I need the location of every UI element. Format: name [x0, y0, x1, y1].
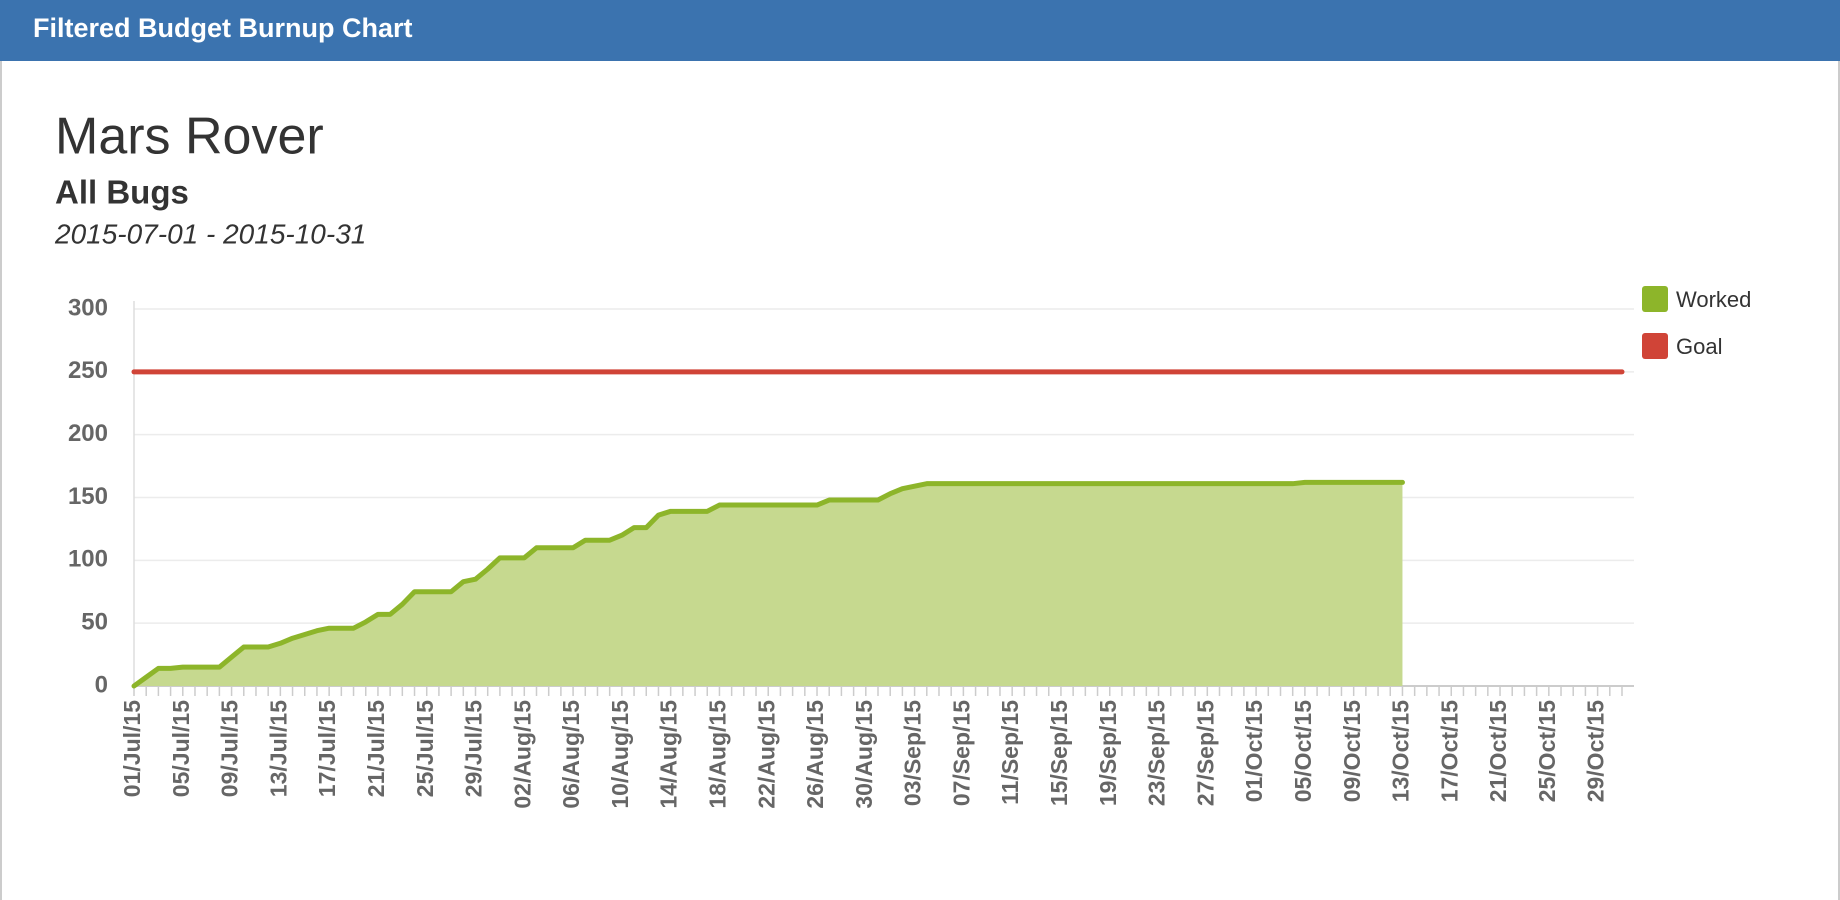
x-tick-label: 17/Oct/15: [1436, 700, 1462, 802]
x-tick-label: 01/Oct/15: [1241, 700, 1267, 802]
y-tick-label: 0: [95, 671, 108, 698]
x-tick-label: 23/Sep/15: [1144, 700, 1170, 806]
x-tick-label: 26/Aug/15: [802, 700, 828, 809]
x-tick-label: 02/Aug/15: [509, 700, 535, 809]
x-tick-label: 05/Oct/15: [1290, 700, 1316, 802]
legend-label: Goal: [1676, 334, 1722, 359]
x-tick-label: 13/Jul/15: [265, 700, 291, 797]
x-tick-label: 09/Jul/15: [217, 700, 243, 797]
y-tick-label: 200: [68, 420, 108, 447]
x-tick-label: 11/Sep/15: [997, 700, 1023, 805]
y-tick-label: 150: [68, 483, 108, 510]
x-tick-label: 17/Jul/15: [314, 700, 340, 797]
x-tick-label: 05/Jul/15: [168, 700, 194, 797]
x-tick-label: 27/Sep/15: [1192, 700, 1218, 806]
x-tick-label: 22/Aug/15: [753, 700, 779, 809]
x-tick-label: 25/Jul/15: [412, 700, 438, 797]
x-tick-label: 25/Oct/15: [1534, 700, 1560, 802]
x-tick-label: 21/Jul/15: [363, 700, 389, 797]
series-line: [131, 479, 1405, 689]
x-tick-label: 03/Sep/15: [900, 700, 926, 806]
x-tick-label: 07/Sep/15: [948, 700, 974, 806]
x-tick-label: 10/Aug/15: [607, 700, 633, 809]
x-tick-label: 19/Sep/15: [1095, 700, 1121, 806]
x-tick-label: 06/Aug/15: [558, 700, 584, 809]
x-tick-label: 13/Oct/15: [1388, 700, 1414, 802]
panel-header: Filtered Budget Burnup Chart: [0, 0, 1840, 61]
x-tick-label: 15/Sep/15: [1046, 700, 1072, 806]
x-tick-label: 21/Oct/15: [1485, 700, 1511, 802]
x-tick-label: 29/Oct/15: [1583, 700, 1609, 802]
panel: [0, 61, 1840, 900]
y-tick-label: 250: [68, 357, 108, 384]
x-tick-label: 09/Oct/15: [1339, 700, 1365, 802]
legend-swatch: [1642, 333, 1668, 359]
x-tick-label: 01/Jul/15: [119, 700, 145, 797]
x-tick-label: 18/Aug/15: [705, 700, 731, 809]
y-tick-label: 300: [68, 294, 108, 321]
chart-title: Mars Rover: [55, 108, 324, 166]
y-tick-label: 100: [68, 546, 108, 573]
x-tick-label: 14/Aug/15: [656, 700, 682, 809]
legend-swatch: [1642, 286, 1668, 312]
y-tick-label: 50: [81, 609, 108, 636]
chart-subtitle: All Bugs: [55, 174, 189, 211]
area-fill: [134, 482, 1403, 686]
date-range: 2015-07-01 - 2015-10-31: [54, 218, 366, 249]
x-tick-label: 29/Jul/15: [461, 700, 487, 797]
legend-label: Worked: [1676, 287, 1751, 312]
x-tick-label: 30/Aug/15: [851, 700, 877, 809]
